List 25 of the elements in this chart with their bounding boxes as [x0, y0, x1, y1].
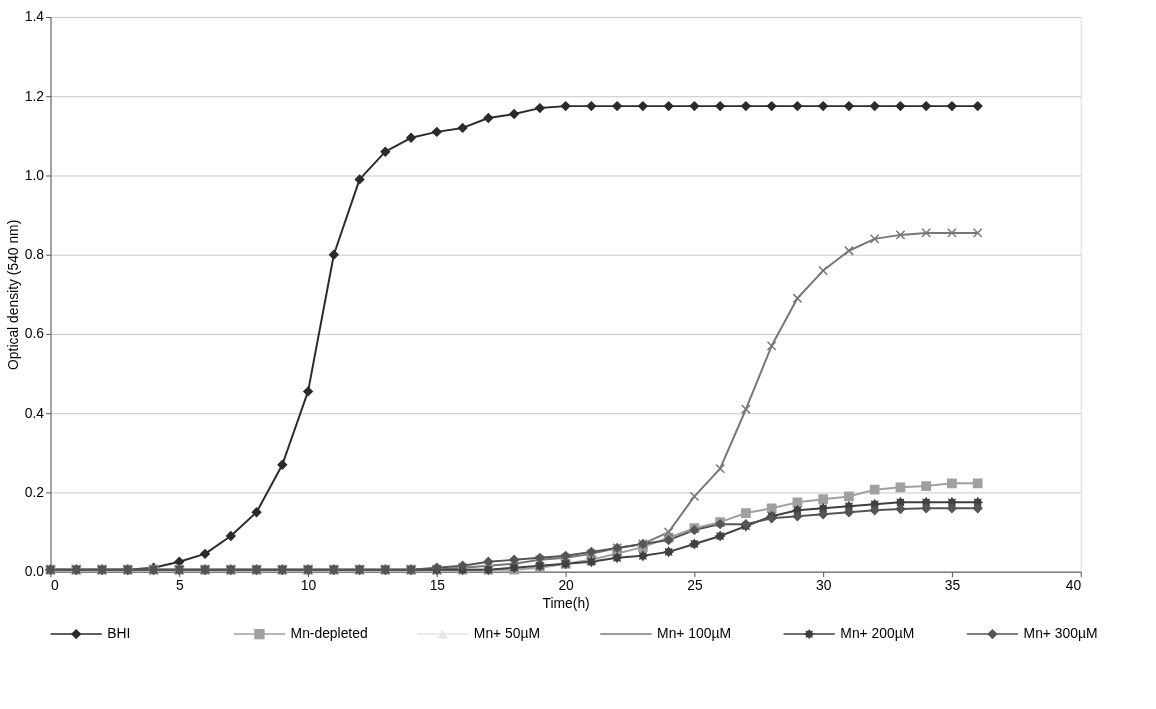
legend-label: BHI: [107, 625, 131, 642]
y-tick-label: 0.4: [24, 404, 45, 421]
legend-label: Mn+ 50µM: [473, 625, 540, 642]
y-tick-label: 1.4: [24, 8, 45, 25]
x-tick-label: 40: [1065, 577, 1082, 594]
y-tick-label: 0.2: [24, 483, 45, 500]
y-tick-label: 0.0: [24, 563, 45, 580]
x-axis-title: Time(h): [542, 594, 590, 611]
x-tick-label: 5: [175, 577, 184, 594]
x-tick-label: 25: [687, 577, 703, 594]
y-tick-label: 0.6: [24, 325, 45, 342]
x-tick-label: 10: [300, 577, 317, 594]
x-tick-label: 0: [51, 577, 60, 594]
legend-label: Mn+ 100µM: [657, 625, 731, 642]
legend-label: Mn+ 200µM: [840, 625, 915, 642]
x-tick-label: 20: [558, 577, 575, 594]
y-tick-label: 0.8: [24, 246, 45, 263]
x-tick-label: 30: [815, 577, 832, 594]
legend-label: Mn+ 300µM: [1023, 625, 1098, 642]
y-tick-label: 1.2: [24, 87, 45, 104]
y-axis-title: Optical density (540 nm): [4, 219, 21, 370]
x-tick-label: 35: [944, 577, 961, 594]
x-tick-label: 15: [429, 577, 446, 594]
y-tick-label: 1.0: [24, 166, 45, 183]
legend-label: Mn-depleted: [290, 625, 368, 642]
